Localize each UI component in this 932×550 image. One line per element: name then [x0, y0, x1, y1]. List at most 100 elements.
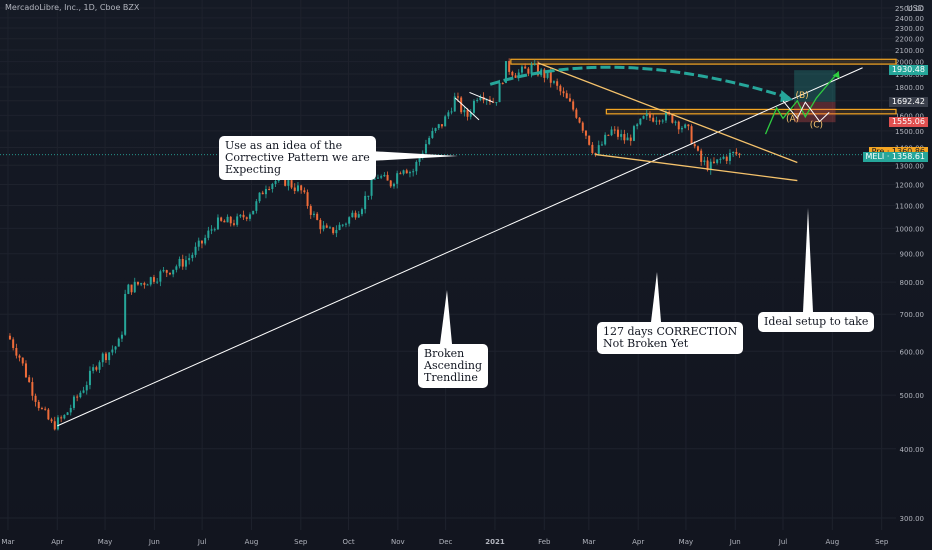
candle-body — [677, 121, 680, 130]
lower-wedge-line — [595, 153, 798, 182]
candle-body — [680, 127, 683, 130]
candle-body — [348, 217, 351, 224]
x-tick-label: Dec — [439, 538, 453, 546]
candle-body — [588, 135, 591, 145]
candle-body — [732, 152, 735, 154]
candle-body — [200, 240, 203, 244]
candle-body — [556, 81, 559, 86]
candle-body — [360, 209, 363, 215]
candle-body — [655, 120, 658, 122]
candle-body — [60, 417, 63, 419]
y-tick-label: 1800.00 — [895, 84, 924, 92]
candle-body — [108, 352, 111, 361]
candle-body — [66, 412, 69, 415]
candle-body — [543, 69, 546, 78]
callout-127-days-correction: 127 days CORRECTION Not Broken Yet — [597, 322, 744, 354]
candle-body — [591, 144, 594, 153]
candle-body — [434, 128, 437, 131]
candle-body — [450, 111, 453, 113]
candle-body — [575, 109, 578, 118]
candle-body — [418, 157, 421, 162]
x-tick-label: Oct — [342, 538, 354, 546]
candle-body — [639, 118, 642, 125]
candle-body — [498, 83, 501, 103]
callout-line: Use as an idea of the — [225, 139, 343, 152]
candle-body — [261, 192, 264, 195]
candle-body — [172, 269, 175, 275]
candle-body — [34, 395, 37, 402]
x-tick-label: Jul — [778, 538, 788, 546]
candle-body — [735, 152, 738, 154]
candle-body — [98, 362, 101, 370]
candle-body — [216, 217, 219, 230]
y-tick-label: 500.00 — [900, 392, 925, 400]
candle-body — [290, 180, 293, 188]
candle-body — [716, 159, 719, 163]
candle-body — [581, 122, 584, 131]
candle-body — [437, 124, 440, 129]
candle-body — [520, 66, 523, 73]
candle-body — [15, 347, 18, 356]
candle-body — [181, 258, 184, 267]
callout-line: Broken — [424, 347, 465, 360]
candle-body — [149, 277, 152, 285]
callout-line: Trendline — [424, 371, 478, 384]
candle-body — [594, 152, 597, 154]
candle-body — [632, 126, 635, 141]
callout-line: Not Broken Yet — [603, 337, 689, 350]
candle-body — [562, 91, 565, 94]
candle-body — [264, 189, 267, 195]
candle-body — [239, 214, 242, 217]
candle-body — [101, 353, 104, 363]
candle-body — [565, 93, 568, 99]
candle-body — [344, 223, 347, 225]
candle-body — [213, 229, 216, 231]
x-tick-label: Apr — [632, 538, 644, 546]
candle-body — [226, 216, 229, 223]
candle-body — [626, 137, 629, 141]
candle-body — [143, 283, 146, 285]
candle-body — [706, 160, 709, 171]
candle-body — [271, 183, 274, 190]
candle-body — [69, 407, 72, 413]
candle-body — [242, 214, 245, 218]
projection-arrowhead — [780, 89, 794, 102]
candle-body — [255, 201, 258, 211]
symbol-header[interactable]: MercadoLibre, Inc., 1D, Cboe BZX — [5, 3, 140, 12]
candle-body — [40, 408, 43, 410]
candle-body — [210, 229, 213, 231]
candle-body — [616, 129, 619, 137]
candle-body — [648, 113, 651, 118]
candle-body — [661, 120, 664, 122]
candle-body — [309, 206, 312, 215]
candle-body — [127, 284, 130, 294]
callout-line: 127 days CORRECTION — [603, 325, 738, 338]
candle-body — [613, 129, 616, 131]
candle-body — [146, 284, 149, 286]
candle-body — [178, 258, 181, 267]
candle-body — [572, 101, 575, 110]
candle-body — [578, 117, 581, 123]
candle-body — [21, 357, 24, 364]
y-tick-label: 700.00 — [900, 311, 925, 319]
candle-body — [194, 246, 197, 255]
candle-body — [111, 349, 114, 353]
candle-body — [527, 68, 530, 74]
y-tick-label: 2400.00 — [895, 15, 924, 23]
candle-body — [367, 195, 370, 197]
candle-body — [50, 419, 53, 422]
candle-body — [546, 71, 549, 78]
price-label: 1692.42 — [888, 96, 928, 107]
candle-body — [444, 116, 447, 127]
y-tick-label: 1500.00 — [895, 128, 924, 136]
candle-body — [604, 134, 607, 145]
candle-body — [322, 225, 325, 230]
candle-body — [719, 158, 722, 160]
y-tick-label: 2200.00 — [895, 36, 924, 44]
candle-body — [469, 112, 472, 117]
candle-body — [479, 96, 482, 101]
candle-body — [85, 385, 88, 391]
broken-ascending-trendline — [57, 67, 863, 427]
candle-body — [229, 216, 232, 224]
